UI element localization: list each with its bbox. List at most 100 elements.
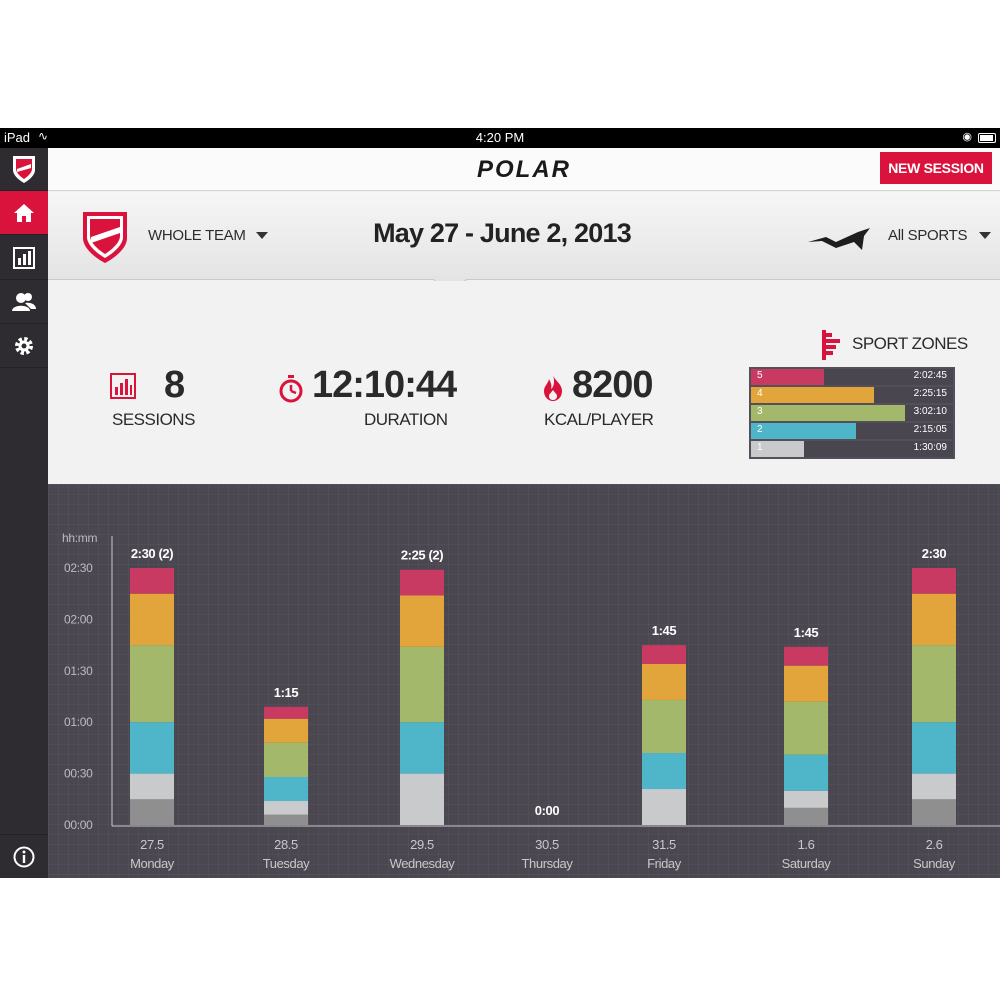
- bar-segment-zone-3: [130, 645, 174, 723]
- sport-zones-icon: [822, 330, 840, 360]
- bar-segment-zone-1: [264, 801, 308, 815]
- x-tick-day: Wednesday: [390, 856, 456, 871]
- bar-total-label: 1:15: [274, 685, 299, 700]
- team-dropdown-label: WHOLE TEAM: [148, 227, 246, 244]
- bar-segment-zone-4: [264, 718, 308, 743]
- zone-time: 3:02:10: [913, 406, 947, 417]
- bar-segment-zone-0: [912, 799, 956, 825]
- bar-segment-zone-2: [784, 754, 828, 791]
- bar-segment-zone-1: [642, 789, 686, 825]
- flame-icon: [544, 375, 562, 401]
- weekly-chart: hh:mm 00:00 00:30 01:00 01:30 02:00 02:30 2:30 …: [48, 484, 1000, 878]
- zone-time: 2:15:05: [913, 424, 947, 435]
- bar-segment-zone-2: [130, 722, 174, 774]
- bar-segment-zone-4: [400, 595, 444, 647]
- y-tick-label: 01:00: [64, 715, 93, 729]
- bar-segment-zone-1: [784, 790, 828, 808]
- sessions-value: 8: [164, 364, 185, 406]
- bar-segment-zone-1: [912, 773, 956, 800]
- brand-logo: POLAR: [477, 156, 571, 183]
- bar-segment-zone-0: [264, 814, 308, 825]
- sidebar-item-settings[interactable]: [0, 324, 48, 368]
- team-shield-icon: [83, 212, 127, 263]
- sport-dropdown[interactable]: All SPORTS: [888, 227, 992, 244]
- zone-bar: [751, 423, 857, 439]
- rotation-lock-icon: ◉: [962, 131, 972, 143]
- app-logo-icon: [0, 148, 48, 191]
- top-bar: POLAR NEW SESSION: [48, 148, 1000, 191]
- x-tick-day: Tuesday: [263, 856, 310, 871]
- device-name: iPad: [4, 130, 31, 145]
- bar-segment-zone-1: [130, 773, 174, 800]
- zone-bar: [751, 405, 905, 421]
- bar-segment-zone-5: [784, 646, 828, 666]
- bar-segment-zone-2: [264, 777, 308, 802]
- bar-chart-icon: [13, 246, 35, 269]
- bar-segment-zone-4: [642, 663, 686, 700]
- weekly-chart-svg: hh:mm 00:00 00:30 01:00 01:30 02:00 02:30 2:30 …: [62, 531, 1000, 871]
- bar-segment-zone-5: [400, 569, 444, 596]
- bar-segment-zone-2: [400, 722, 444, 774]
- chevron-down-icon: [255, 232, 268, 239]
- chevron-down-icon: [979, 232, 992, 239]
- sessions-icon: [110, 373, 136, 399]
- zone-row: 1 1:30:09: [751, 441, 953, 457]
- date-range-title: May 27 - June 2, 2013: [373, 218, 632, 248]
- bar-segment-zone-0: [784, 807, 828, 825]
- bar-total-label: 2:30 (2): [131, 546, 173, 561]
- zone-row: 2 2:15:05: [751, 423, 953, 439]
- y-tick-label: 02:30: [64, 561, 93, 575]
- bar-segment-zone-3: [642, 699, 686, 754]
- bar-segment-zone-4: [912, 593, 956, 646]
- bar-segment-zone-5: [264, 706, 308, 719]
- x-tick-day: Monday: [130, 856, 175, 871]
- bar-segment-zone-3: [400, 646, 444, 723]
- sidebar-item-stats[interactable]: [0, 236, 48, 280]
- x-tick-day: Friday: [647, 856, 682, 871]
- bar-segment-zone-4: [130, 593, 174, 646]
- bar-segment-zone-5: [642, 645, 686, 664]
- zone-bar: [751, 441, 804, 457]
- battery-icon: [978, 133, 996, 143]
- zone-number: 3: [757, 406, 763, 417]
- x-tick-date: 29.5: [410, 837, 434, 852]
- zone-bar: [751, 369, 824, 385]
- y-tick-label: 00:30: [64, 767, 93, 781]
- sidebar-item-home[interactable]: [0, 191, 48, 235]
- y-tick-label: 00:00: [64, 818, 93, 832]
- x-tick-date: 27.5: [140, 837, 164, 852]
- bar-total-label: 2:25 (2): [401, 548, 443, 563]
- status-bar: iPad ∿ 4:20 PM ◉: [0, 128, 1000, 148]
- sport-zones-title: SPORT ZONES: [852, 334, 968, 353]
- zone-row: 4 2:25:15: [751, 387, 953, 403]
- filter-bar: WHOLE TEAM May 27 - June 2, 2013 All SPO…: [48, 192, 1000, 280]
- new-session-button[interactable]: NEW SESSION: [880, 152, 992, 184]
- x-tick-day: Saturday: [782, 856, 832, 871]
- sidebar-item-info[interactable]: [0, 834, 48, 878]
- duration-label: DURATION: [364, 410, 448, 429]
- kcal-value: 8200: [572, 364, 654, 406]
- summary-panel: 8 SESSIONS 12:10:44 DURATION 8200 KCAL/P…: [48, 281, 1000, 484]
- home-icon: [14, 203, 34, 222]
- bar-segment-zone-3: [264, 742, 308, 778]
- team-dropdown[interactable]: WHOLE TEAM: [148, 227, 268, 244]
- stopwatch-icon: [279, 375, 303, 403]
- x-tick-day: Thursday: [522, 856, 574, 871]
- bar-total-label: 2:30: [922, 546, 947, 561]
- bar-segment-zone-1: [400, 773, 444, 825]
- y-axis-label: hh:mm: [62, 531, 97, 545]
- bar-total-label: 1:45: [794, 625, 819, 640]
- sessions-label: SESSIONS: [112, 410, 195, 429]
- duration-value: 12:10:44: [312, 364, 457, 406]
- zone-number: 5: [757, 370, 763, 381]
- x-tick-date: 2.6: [926, 837, 943, 852]
- kcal-label: KCAL/PLAYER: [544, 410, 654, 429]
- zone-number: 4: [757, 388, 763, 399]
- bar-segment-zone-5: [912, 568, 956, 594]
- info-icon: [13, 846, 35, 867]
- zone-number: 2: [757, 424, 763, 435]
- wifi-icon: ∿: [38, 129, 49, 143]
- sidebar-item-team[interactable]: [0, 280, 48, 324]
- zone-row: 3 3:02:10: [751, 405, 953, 421]
- zone-time: 1:30:09: [913, 442, 947, 453]
